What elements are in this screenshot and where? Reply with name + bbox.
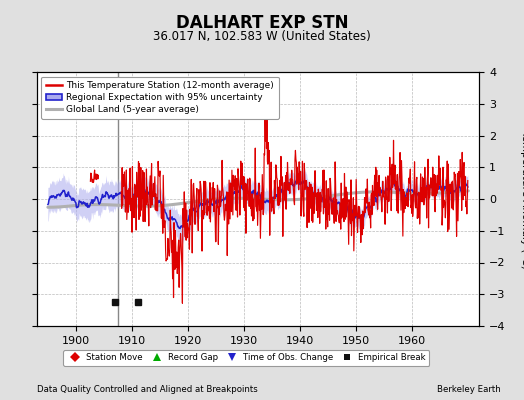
Y-axis label: Temperature Anomaly (°C): Temperature Anomaly (°C)	[520, 130, 524, 268]
Text: Data Quality Controlled and Aligned at Breakpoints: Data Quality Controlled and Aligned at B…	[37, 385, 257, 394]
Text: 36.017 N, 102.583 W (United States): 36.017 N, 102.583 W (United States)	[153, 30, 371, 43]
Text: Berkeley Earth: Berkeley Earth	[436, 385, 500, 394]
Legend: This Temperature Station (12-month average), Regional Expectation with 95% uncer: This Temperature Station (12-month avera…	[41, 76, 279, 119]
Legend: Station Move, Record Gap, Time of Obs. Change, Empirical Break: Station Move, Record Gap, Time of Obs. C…	[63, 350, 429, 366]
Text: DALHART EXP STN: DALHART EXP STN	[176, 14, 348, 32]
